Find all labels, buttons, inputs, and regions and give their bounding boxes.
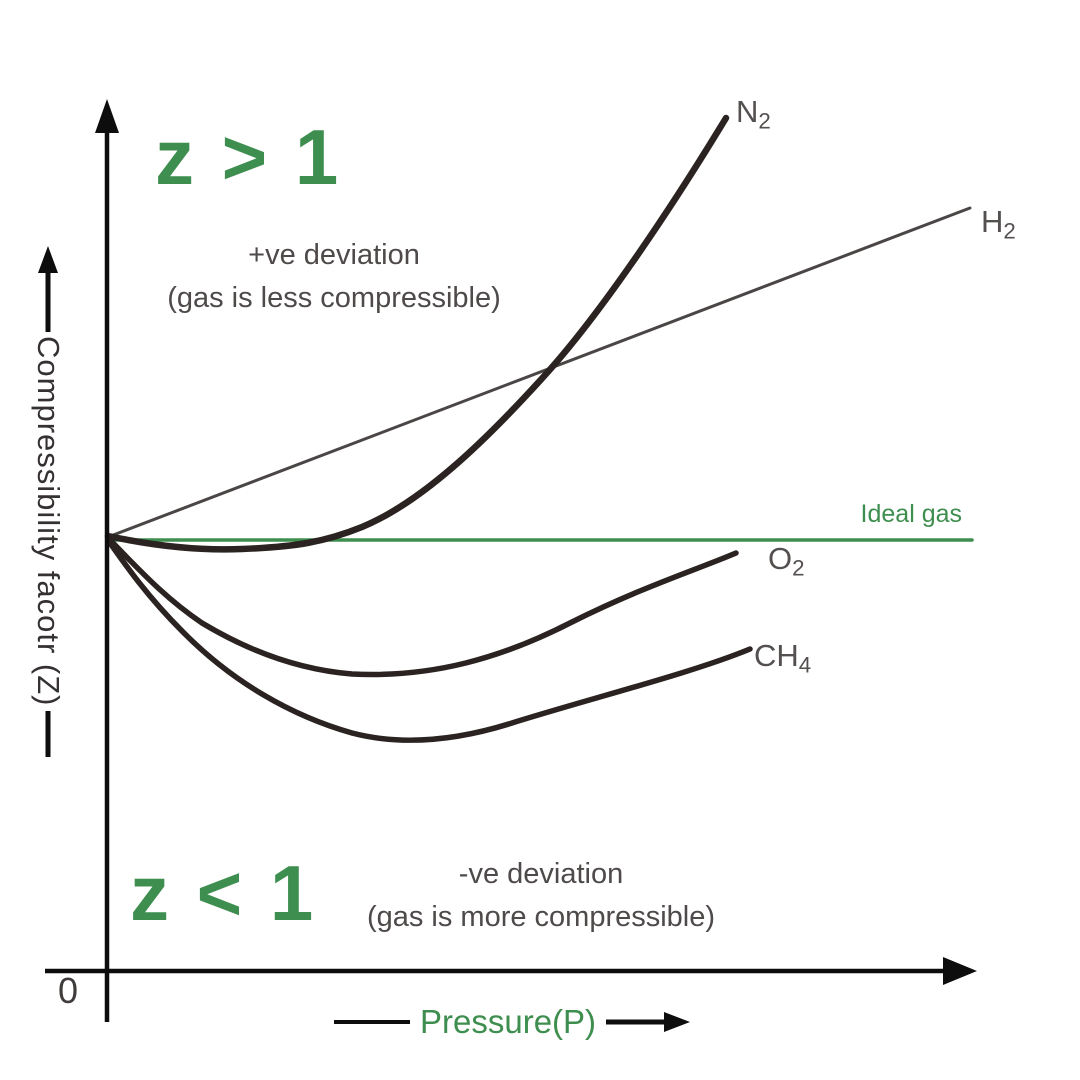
- right-arrow-icon: [606, 1012, 691, 1032]
- up-arrow-icon: [38, 246, 58, 332]
- o2-label: O2: [768, 541, 805, 582]
- h2-line: [106, 206, 972, 539]
- ch4-label-sub: 4: [798, 652, 812, 678]
- positive-deviation-note: +ve deviation (gas is less compressible): [128, 234, 540, 320]
- x-axis-label: Pressure(P): [420, 1003, 597, 1040]
- ideal-gas-label: Ideal gas: [860, 500, 962, 528]
- negative-deviation-line2: (gas is more compressible): [366, 901, 716, 933]
- origin-label: 0: [58, 970, 79, 1011]
- positive-deviation-line2: (gas is less compressible): [167, 282, 501, 314]
- n2-label: N2: [736, 94, 771, 135]
- o2-curve: [105, 535, 739, 678]
- negative-deviation-line1: -ve deviation: [458, 858, 624, 890]
- ch4-label: CH4: [754, 638, 811, 679]
- x-axis-label-left-dash: [334, 1020, 410, 1024]
- o2-label-sub: 2: [792, 555, 805, 581]
- negative-deviation-note: -ve deviation (gas is more compressible): [320, 853, 762, 939]
- x-axis-label-group: Pressure(P): [334, 1000, 691, 1044]
- positive-deviation-line1: +ve deviation: [248, 239, 420, 271]
- h2-label-sub: 2: [1003, 218, 1016, 244]
- y-axis-label: Compressibility facotr (Z): [31, 336, 66, 707]
- o2-label-base: O: [768, 541, 793, 576]
- y-axis-label-group: Compressibility facotr (Z): [18, 246, 78, 842]
- n2-curve: [104, 114, 730, 553]
- z-greater-than-1-label: z > 1: [155, 113, 342, 201]
- h2-label-base: H: [981, 204, 1004, 239]
- z-less-than-1-label: z < 1: [130, 849, 317, 937]
- y-axis-label-dash: [45, 710, 51, 757]
- n2-label-base: N: [736, 94, 759, 129]
- n2-label-sub: 2: [758, 108, 771, 134]
- ch4-label-base: CH: [754, 638, 799, 673]
- x-axis-arrowhead: [943, 957, 977, 985]
- ch4-curve: [105, 537, 753, 744]
- y-axis-arrowhead: [95, 99, 119, 133]
- h2-label: H2: [981, 204, 1016, 245]
